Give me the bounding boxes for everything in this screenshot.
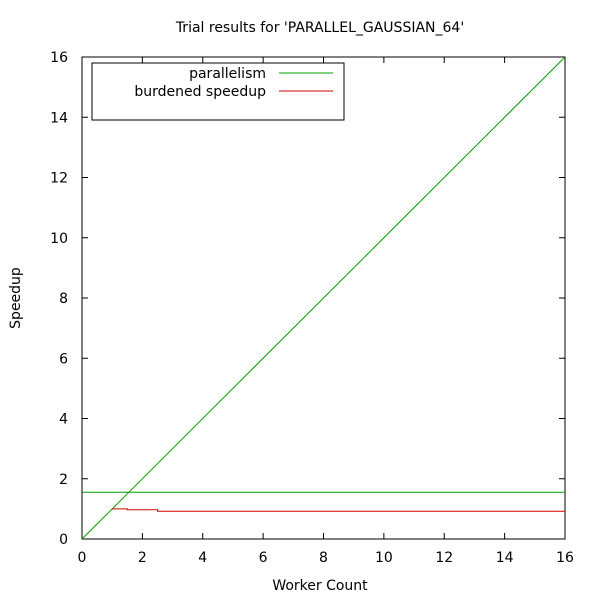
series-line-parallelism (81, 56, 566, 540)
x-tick-label: 12 (435, 550, 453, 566)
legend: parallelism burdened speedup (91, 62, 345, 121)
series-line-burdened-speedup (112, 508, 565, 512)
y-tick-label: 16 (50, 50, 68, 66)
legend-label-parallelism: parallelism (189, 66, 266, 82)
x-tick-label: 16 (556, 550, 574, 566)
legend-label-burdened-speedup: burdened speedup (134, 84, 266, 100)
x-tick-label: 0 (78, 550, 87, 566)
y-tick-label: 14 (50, 110, 68, 126)
y-tick-label: 10 (50, 231, 68, 247)
tick-marks (81, 56, 566, 540)
y-tick-label: 6 (59, 351, 68, 367)
x-tick-label: 2 (138, 550, 147, 566)
y-axis-title: Speedup (8, 267, 24, 329)
x-tick-label: 10 (375, 550, 393, 566)
y-tick-label: 4 (59, 412, 68, 428)
x-tick-label: 8 (319, 550, 328, 566)
series-layer (81, 56, 566, 540)
y-tick-label: 8 (59, 291, 68, 307)
chart-title: Trial results for 'PARALLEL_GAUSSIAN_64' (175, 20, 464, 36)
x-tick-label: 4 (198, 550, 207, 566)
y-tick-label: 2 (59, 472, 68, 488)
y-tick-label: 12 (50, 171, 68, 187)
x-axis-title: Worker Count (272, 578, 368, 594)
y-tick-label: 0 (59, 532, 68, 548)
x-tick-label: 14 (496, 550, 514, 566)
x-tick-label: 6 (259, 550, 268, 566)
tick-labels: 0 2 4 6 8 10 12 14 16 0 2 4 6 8 10 12 14 16 (50, 50, 574, 566)
